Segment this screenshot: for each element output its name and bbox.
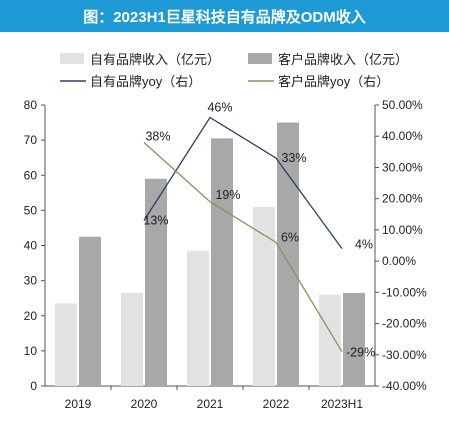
y-left-tick-label: 70: [24, 133, 38, 147]
bar: [277, 122, 299, 386]
series-line: [143, 116, 343, 250]
data-label: -29%: [346, 346, 375, 360]
legend: 自有品牌收入（亿元） 客户品牌收入（亿元） 自有品牌yoy（右） 客户品牌yoy（右）: [60, 52, 408, 89]
bar: [211, 138, 233, 386]
y-right-tick-label: 0.00%: [382, 254, 416, 268]
y-right-tick-label: -40.00%: [382, 379, 427, 393]
data-labels: 13% 46% 33% 4% 38% 19% 6% -29%: [143, 100, 375, 359]
x-tick-label: 2023H1: [321, 397, 363, 411]
x-tick-label: 2019: [65, 397, 92, 411]
y-right-tick-label: 10.00%: [382, 223, 423, 237]
chart-canvas: 自有品牌收入（亿元） 客户品牌收入（亿元） 自有品牌yoy（右） 客户品牌yoy（右）…: [24, 52, 427, 411]
data-label: 33%: [281, 151, 306, 165]
y-left-tick-label: 30: [24, 274, 38, 288]
data-label: 38%: [145, 129, 170, 143]
y-left-tick-label: 0: [30, 379, 37, 393]
x-tick-label: 2022: [263, 397, 290, 411]
y-left-tick-label: 50: [24, 203, 38, 217]
data-label: 19%: [215, 188, 240, 202]
y-right-tick-label: -30.00%: [382, 348, 427, 362]
legend-label: 客户品牌收入（亿元）: [278, 52, 408, 67]
chart-title: 图：2023H1巨星科技自有品牌及ODM收入: [0, 0, 449, 32]
bars: [55, 122, 365, 386]
bar: [343, 292, 365, 386]
y-right-tick-label: 40.00%: [382, 129, 423, 143]
legend-label: 自有品牌yoy（右）: [90, 74, 201, 89]
series-line: [143, 141, 343, 352]
legend-label: 客户品牌yoy（右）: [278, 74, 389, 89]
y-left-tick-label: 60: [24, 168, 38, 182]
bar: [79, 236, 101, 386]
bar: [121, 292, 143, 386]
bar: [145, 178, 167, 386]
data-label: 4%: [355, 238, 373, 252]
bar: [187, 250, 209, 386]
y-right-tick-label: 50.00%: [382, 98, 423, 112]
legend-swatch: [248, 53, 272, 64]
legend-swatch: [60, 53, 84, 64]
axes: 0 10 20 30 40 50 60 70 80 -40.00% -30.00% -20.00% -1…: [24, 98, 427, 411]
y-left-tick-label: 10: [24, 344, 38, 358]
bar: [253, 206, 275, 386]
y-left-tick-label: 20: [24, 309, 38, 323]
y-left-tick-label: 40: [24, 239, 38, 253]
y-right-tick-label: 20.00%: [382, 192, 423, 206]
bar: [55, 303, 77, 386]
data-label: 6%: [281, 230, 299, 244]
y-right-tick-label: 30.00%: [382, 160, 423, 174]
x-tick-label: 2021: [197, 397, 224, 411]
data-label: 46%: [207, 100, 232, 114]
x-tick-label: 2020: [131, 397, 158, 411]
lines: [143, 116, 343, 352]
y-left-tick-label: 80: [24, 98, 38, 112]
bar: [319, 294, 341, 386]
legend-label: 自有品牌收入（亿元）: [90, 52, 220, 67]
y-right-tick-label: -10.00%: [382, 285, 427, 299]
y-right-tick-label: -20.00%: [382, 317, 427, 331]
data-label: 13%: [143, 214, 168, 228]
